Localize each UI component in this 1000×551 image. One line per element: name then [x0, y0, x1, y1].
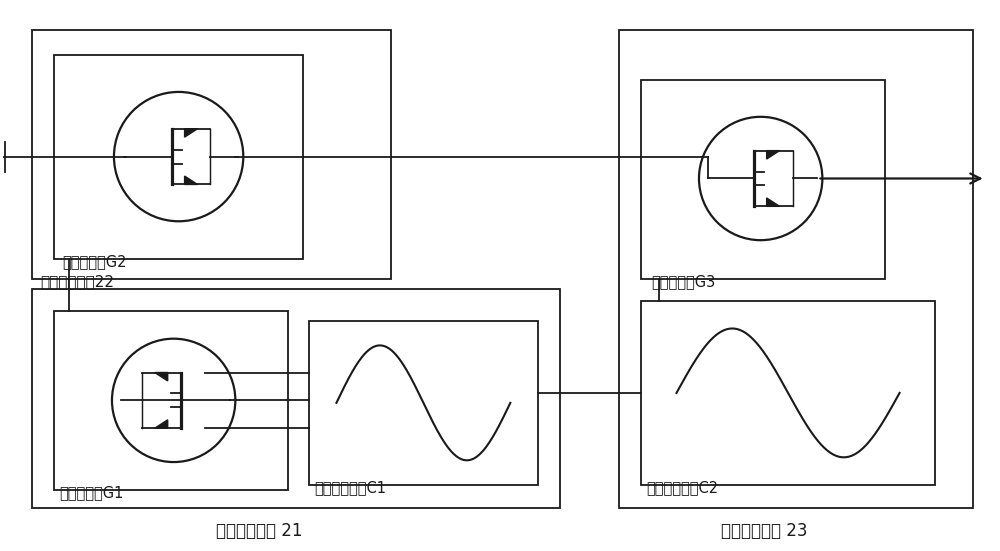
Polygon shape: [155, 420, 168, 428]
Text: 第三晶体管G3: 第三晶体管G3: [651, 274, 715, 289]
Bar: [641, 301, 935, 485]
Text: 第二晶体管G2: 第二晶体管G2: [62, 254, 127, 269]
Text: 第一晶体管G1: 第一晶体管G1: [59, 485, 124, 500]
Polygon shape: [767, 198, 780, 207]
Polygon shape: [155, 372, 168, 381]
Text: 第一逻辑电路C1: 第一逻辑电路C1: [314, 480, 386, 495]
Bar: [32, 30, 391, 279]
Text: 聚合传输模块 23: 聚合传输模块 23: [721, 522, 808, 540]
Bar: [641, 80, 885, 279]
Polygon shape: [767, 150, 780, 159]
Text: 第二逻辑电路C2: 第二逻辑电路C2: [646, 480, 718, 495]
Polygon shape: [185, 176, 198, 185]
Polygon shape: [185, 129, 198, 137]
Bar: [619, 30, 973, 508]
Bar: [54, 311, 288, 490]
Bar: [309, 321, 538, 485]
Text: 一级逻辑模块 21: 一级逻辑模块 21: [216, 522, 303, 540]
Text: 一级选通开关22: 一级选通开关22: [40, 274, 114, 289]
Bar: [54, 55, 303, 259]
Bar: [32, 289, 560, 508]
